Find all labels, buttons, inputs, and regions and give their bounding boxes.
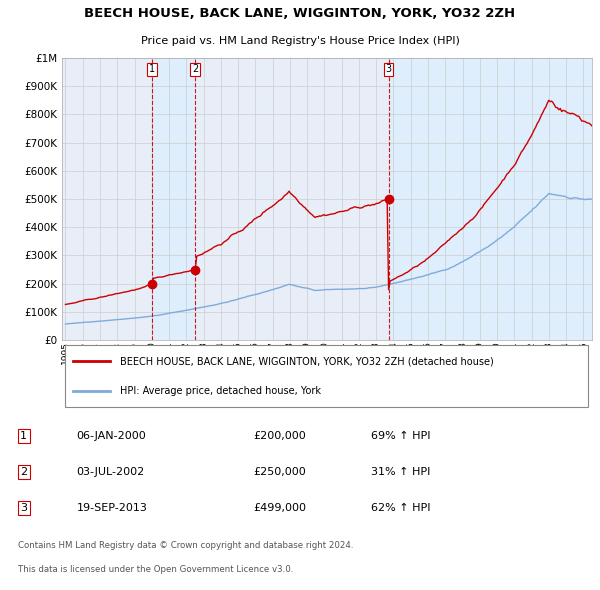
Text: Price paid vs. HM Land Registry's House Price Index (HPI): Price paid vs. HM Land Registry's House …	[140, 36, 460, 46]
Text: 62% ↑ HPI: 62% ↑ HPI	[371, 503, 430, 513]
Text: BEECH HOUSE, BACK LANE, WIGGINTON, YORK, YO32 2ZH: BEECH HOUSE, BACK LANE, WIGGINTON, YORK,…	[85, 7, 515, 20]
Text: 2: 2	[20, 467, 27, 477]
Bar	[389, 58, 592, 340]
Text: £499,000: £499,000	[253, 503, 306, 513]
Text: This data is licensed under the Open Government Licence v3.0.: This data is licensed under the Open Gov…	[18, 565, 293, 574]
Text: £200,000: £200,000	[253, 431, 306, 441]
Text: 03-JUL-2002: 03-JUL-2002	[77, 467, 145, 477]
Text: 3: 3	[386, 64, 392, 74]
Text: £250,000: £250,000	[253, 467, 306, 477]
Text: HPI: Average price, detached house, York: HPI: Average price, detached house, York	[121, 386, 322, 396]
Text: Contains HM Land Registry data © Crown copyright and database right 2024.: Contains HM Land Registry data © Crown c…	[18, 542, 353, 550]
Text: 1: 1	[20, 431, 27, 441]
Text: 31% ↑ HPI: 31% ↑ HPI	[371, 467, 430, 477]
Bar	[152, 58, 195, 340]
Text: 06-JAN-2000: 06-JAN-2000	[77, 431, 146, 441]
Text: BEECH HOUSE, BACK LANE, WIGGINTON, YORK, YO32 2ZH (detached house): BEECH HOUSE, BACK LANE, WIGGINTON, YORK,…	[121, 356, 494, 366]
Text: 19-SEP-2013: 19-SEP-2013	[77, 503, 148, 513]
Text: 69% ↑ HPI: 69% ↑ HPI	[371, 431, 430, 441]
Text: 3: 3	[20, 503, 27, 513]
Text: 2: 2	[192, 64, 198, 74]
Text: 1: 1	[149, 64, 155, 74]
